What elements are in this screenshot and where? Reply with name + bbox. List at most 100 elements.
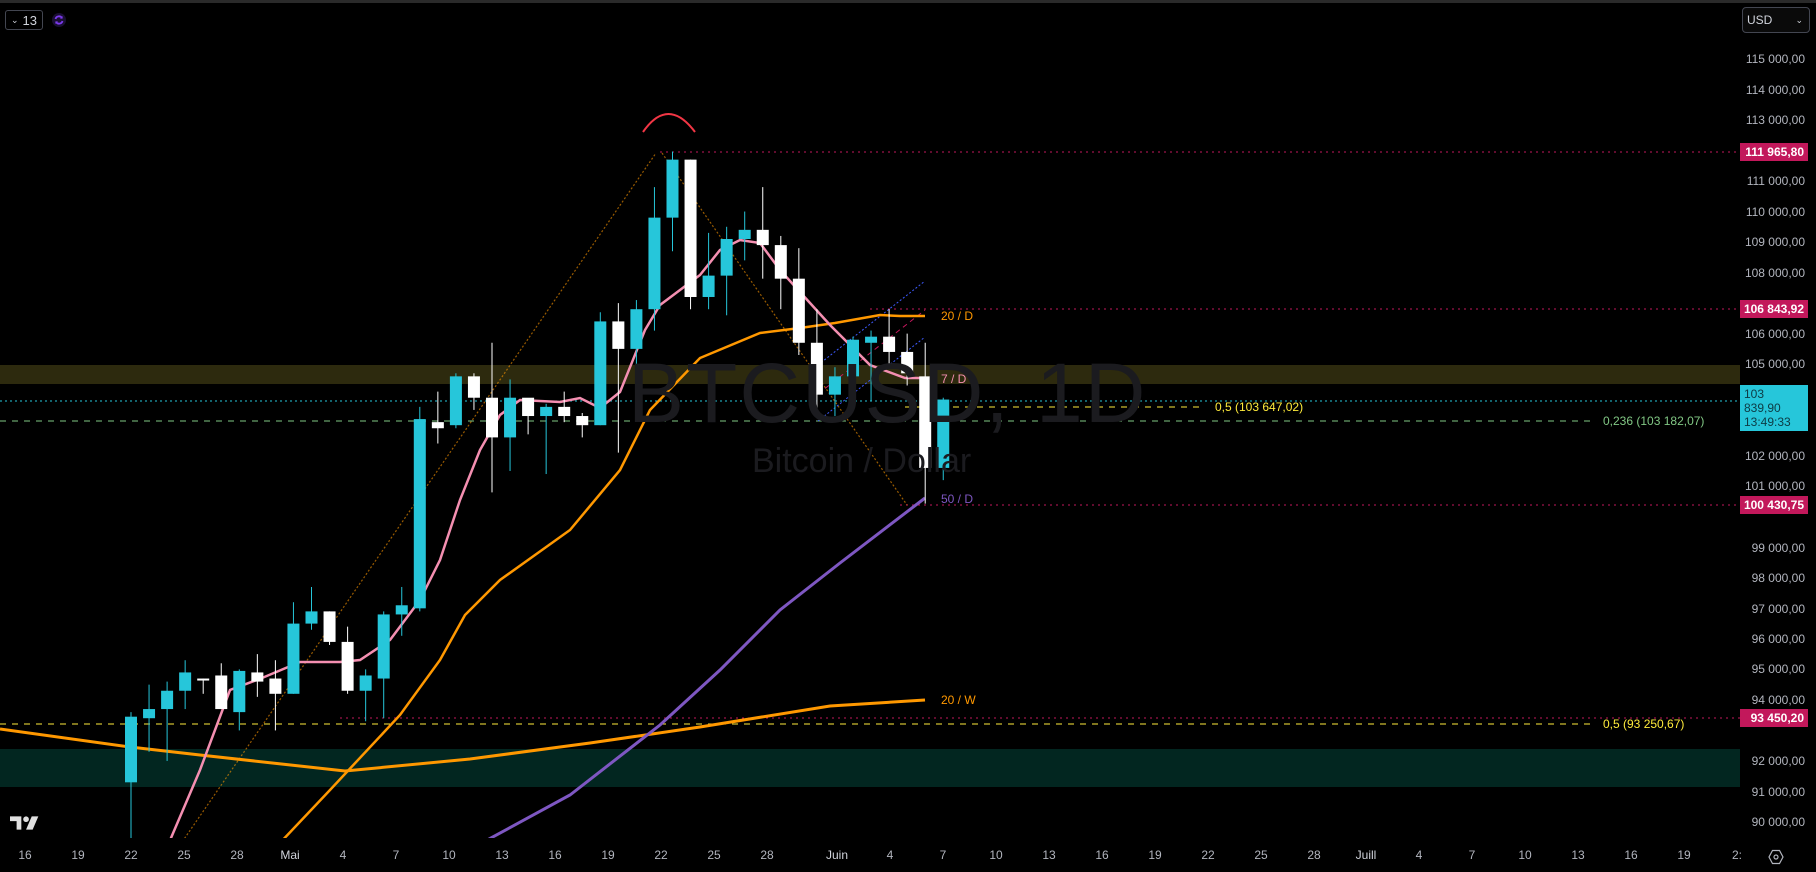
ma-20w-line [0,698,926,773]
time-tick: 16 [1624,848,1638,862]
price-tick: 92 000,00 [1751,754,1805,768]
candle-body [576,416,589,426]
live-price-tag: 103 839,90 13:49:33 [1740,385,1808,431]
price-axis[interactable]: 115 000,00 114 000,00 113 000,00 111 000… [1740,0,1816,838]
candle-body [377,614,390,679]
low-price-tag: 100 430,75 [1740,496,1808,514]
ma-20d-line [282,313,925,838]
price-tick: 108 000,00 [1744,266,1805,280]
candle-body [648,217,661,310]
candle-body [161,690,174,710]
price-tick: 91 000,00 [1751,785,1805,799]
candle-body [919,376,932,468]
candlestick-series [125,151,950,838]
bar-countdown: 13:49:33 [1744,415,1791,429]
candle-body [540,406,553,417]
candle-body [847,339,859,377]
candle-body [828,376,841,395]
live-price-value: 103 839,90 [1744,387,1781,415]
time-tick: 19 [601,848,615,862]
candle-body [467,376,480,398]
time-tick: 2: [1731,848,1743,862]
price-tick: 114 000,00 [1745,83,1805,97]
description-watermark: Bitcoin / Dollar [752,442,972,480]
ma-50d-label: 50 / D [941,492,973,506]
time-tick: 4 [339,848,347,862]
symbol-watermark: BTCUSD, 1D [628,346,1148,440]
interval-dropdown[interactable]: ⌄ 13 [5,10,43,30]
price-tick: 111 000,00 [1746,174,1805,188]
price-tick: 98 000,00 [1751,571,1805,585]
settings-icon[interactable] [1768,849,1784,865]
candle-body [612,321,625,349]
time-tick: 16 [548,848,562,862]
price-tick: 106 000,00 [1744,327,1805,341]
candle-body [395,605,408,615]
price-chart[interactable]: 20 / D 7 / D 50 / D 20 / W 0,5 (103 647,… [0,0,1740,838]
candle-body [179,672,192,691]
candle-body [143,709,156,719]
ma-7d-label: 7 / D [941,372,967,386]
sync-icon[interactable] [52,13,66,27]
ma-20w-label: 20 / W [941,693,976,707]
high-price-tag: 111 965,80 [1740,143,1808,161]
candle-body [684,159,697,297]
fib-05-lower-label: 0,5 (93 250,67) [1603,717,1684,731]
currency-dropdown[interactable]: USD ⌄ [1742,7,1810,33]
candle-body [251,672,264,682]
price-tick: 102 000,00 [1744,449,1805,463]
time-tick: 22 [124,848,138,862]
support-price-tag: 93 450,20 [1740,709,1808,727]
candle-body [305,611,318,624]
candle-body [269,678,282,694]
candle-body [486,397,498,438]
candle-body [215,675,228,710]
price-tick: 101 000,00 [1744,479,1805,493]
window-top-border [0,0,1816,3]
candle-body [125,716,137,783]
fib-05-upper-label: 0,5 (103 647,02) [1215,400,1303,414]
time-tick: Juill [1355,848,1377,862]
ma-50d-line [487,496,926,838]
candle-body [233,670,246,713]
price-tick: 109 000,00 [1744,235,1805,249]
time-tick: 4 [1415,848,1423,862]
time-axis[interactable]: 16 19 22 25 28 Mai 4 7 10 13 16 19 22 25 28 Juin 4 7 10 13 1… [0,838,1743,872]
top-arc [642,113,696,133]
candle-body [630,309,643,349]
candle-body [558,406,571,417]
candle-body [756,229,769,246]
price-tick: 115 000,00 [1745,52,1805,66]
time-tick: 16 [18,848,32,862]
time-tick: 16 [1095,848,1109,862]
time-tick: 22 [654,848,668,862]
price-tick: 110 000,00 [1745,205,1805,219]
supply-zone [0,365,1740,384]
price-tick: 95 000,00 [1751,662,1805,676]
time-tick: 25 [177,848,191,862]
price-tick: 97 000,00 [1751,602,1805,616]
time-tick: 28 [1307,848,1321,862]
time-tick: 7 [1468,848,1476,862]
candle-body [504,397,517,438]
tradingview-logo[interactable] [10,814,44,832]
candle-body [774,245,787,279]
price-tick: 96 000,00 [1751,632,1805,646]
candle-body [341,641,354,691]
candle-body [323,611,336,642]
time-tick: 10 [442,848,456,862]
time-tick: 25 [1254,848,1268,862]
time-tick: 22 [1201,848,1215,862]
price-tick: 99 000,00 [1751,541,1805,555]
fib-trend-down [661,152,908,506]
candle-body [720,238,733,276]
candle-body [449,376,462,426]
candle-body [702,275,715,297]
candle-body [359,675,372,691]
candle-body [901,351,914,374]
time-tick: Juin [825,848,849,862]
candle-body [431,422,444,429]
price-tick: 94 000,00 [1751,693,1805,707]
candle-body [594,321,607,426]
candle-body [738,229,751,239]
